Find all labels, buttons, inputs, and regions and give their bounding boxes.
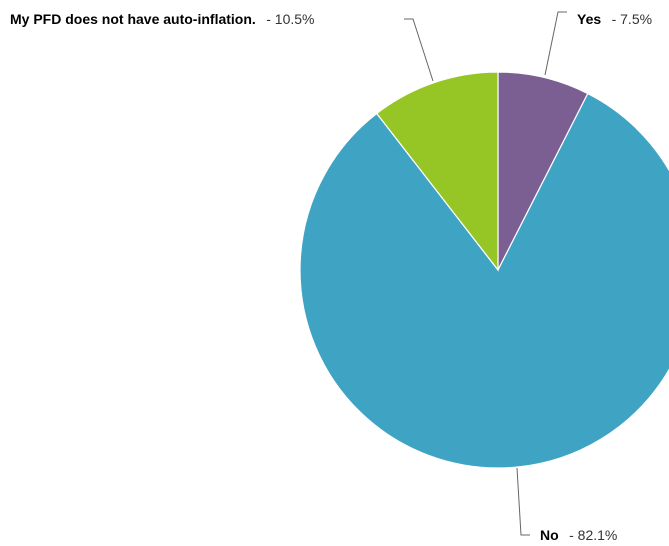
leader-line-yes bbox=[544, 11, 567, 76]
leader-line-no-auto-inflation bbox=[404, 18, 434, 82]
slice-label-yes: Yes - 7.5% bbox=[577, 11, 652, 28]
pie-slice-no bbox=[299, 92, 669, 469]
slice-value-yes: - 7.5% bbox=[612, 11, 652, 27]
slice-label-no-auto-inflation: My PFD does not have auto-inflation. - 1… bbox=[10, 11, 315, 28]
slice-label-no: No - 82.1% bbox=[540, 527, 617, 544]
pie-slices bbox=[299, 71, 669, 469]
leader-line-no bbox=[516, 467, 530, 536]
pie-slice-my-pfd-does-not-have-auto-inflation bbox=[375, 71, 499, 272]
slice-name-yes: Yes bbox=[577, 11, 601, 27]
slice-value-no-auto-inflation: - 10.5% bbox=[266, 11, 314, 27]
slice-value-no: - 82.1% bbox=[569, 527, 617, 543]
slice-name-no: No bbox=[540, 527, 559, 543]
slice-name-no-auto-inflation: My PFD does not have auto-inflation. bbox=[10, 11, 256, 27]
pie-labels: Yes - 7.5% No - 82.1% My PFD does not ha… bbox=[10, 11, 652, 544]
